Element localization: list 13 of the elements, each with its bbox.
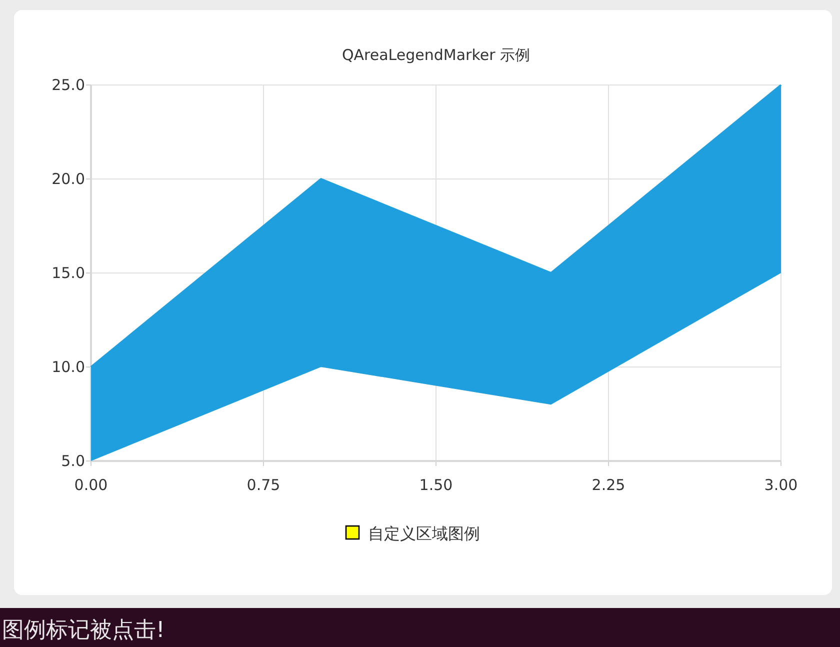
y-tick-label: 15.0 [52,264,85,282]
x-tick-label: 2.25 [592,476,626,494]
x-tick-label: 1.50 [419,476,453,494]
legend-item: 自定义区域图例 [345,524,480,543]
y-tick-label: 10.0 [52,358,85,376]
y-tick-label: 5.0 [61,452,85,470]
chart-title: QAreaLegendMarker 示例 [342,46,530,64]
x-tick-label: 3.00 [764,476,798,494]
y-tick-label: 20.0 [52,170,85,188]
y-tick-label: 25.0 [52,76,85,94]
x-tick-label: 0.00 [74,476,108,494]
x-tick-label: 0.75 [246,476,280,494]
text: 图例标记被点击! [2,618,165,643]
